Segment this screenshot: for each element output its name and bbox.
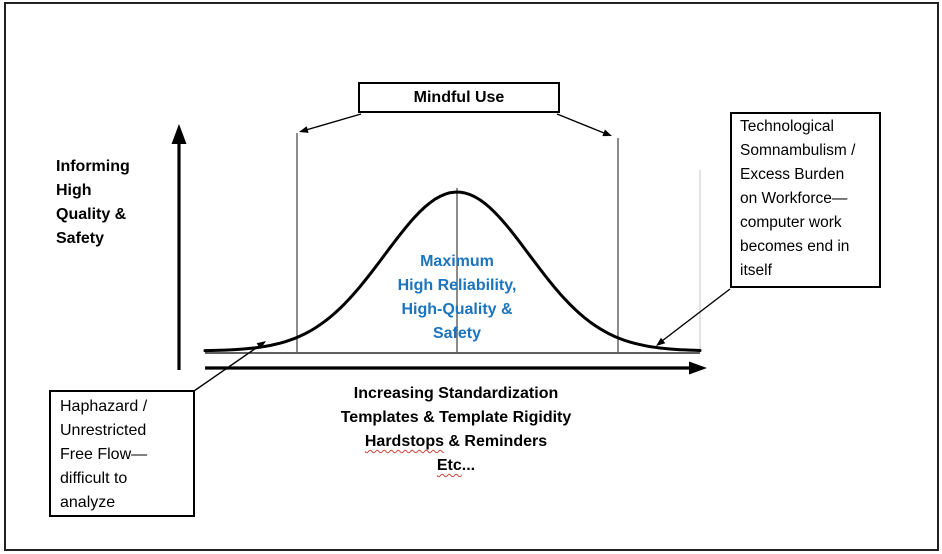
mindful-left-arrowhead-icon <box>299 126 309 133</box>
x-axis-label: Increasing Standardization Templates & T… <box>281 382 631 478</box>
left-callout-arrowhead-icon <box>256 341 266 349</box>
y-axis-label: Informing High Quality & Safety <box>56 158 130 247</box>
misspelled-word-hardstops: Hardstops <box>364 433 444 450</box>
mindful-right-arrow-line <box>556 113 605 134</box>
y-axis-arrowhead-icon <box>171 124 187 144</box>
left-callout-box: Haphazard / Unrestricted Free Flow— diff… <box>49 390 195 517</box>
x-axis-label-line3-rest: & Reminders <box>443 433 548 450</box>
misspelled-word-etc: Etc <box>436 457 462 474</box>
x-axis-label-line1: Increasing Standardization <box>353 385 559 402</box>
x-axis-arrowhead-icon <box>689 361 707 375</box>
mindful-right-arrowhead-icon <box>602 129 612 137</box>
mindful-use-box: Mindful Use <box>358 82 560 113</box>
curve-center-label: Maximum High Reliability, High-Quality &… <box>397 253 517 342</box>
mindful-use-label: Mindful Use <box>413 88 505 106</box>
right-callout-arrow-line <box>661 288 731 342</box>
bell-curve <box>203 190 702 353</box>
right-callout-box: Technological Somnambulism / Excess Burd… <box>730 112 881 288</box>
mindful-left-arrow-line <box>305 113 362 131</box>
left-callout-arrow-line <box>193 345 260 392</box>
right-callout-arrowhead-icon <box>656 337 666 346</box>
x-axis-label-line2: Templates & Template Rigidity <box>340 409 572 426</box>
x-axis-label-line3: Hardstops & Reminders <box>281 430 631 454</box>
x-axis-label-line4: Etc... <box>281 454 631 478</box>
x-axis-label-line4-rest: ... <box>461 457 476 474</box>
